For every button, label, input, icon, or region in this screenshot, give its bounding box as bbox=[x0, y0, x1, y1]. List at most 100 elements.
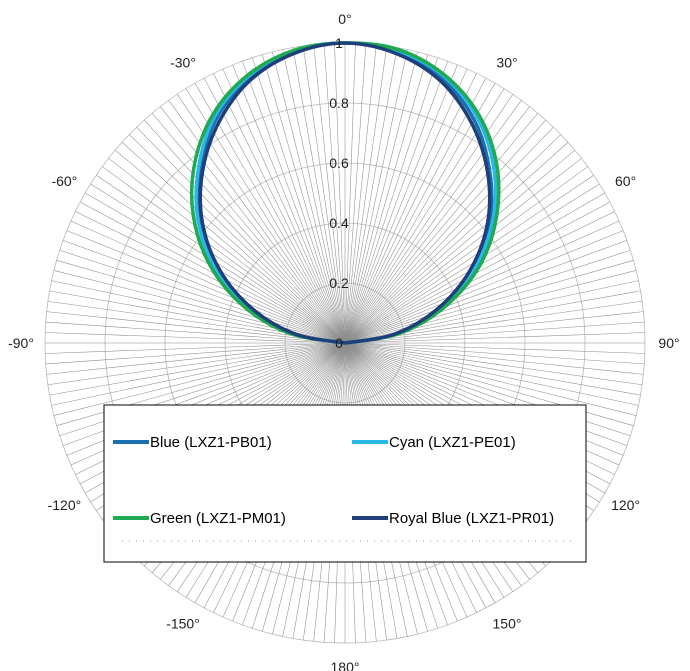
grid-spoke bbox=[282, 49, 346, 344]
grid-spoke bbox=[344, 51, 418, 344]
grid-spoke bbox=[62, 240, 346, 344]
radial-tick-label: 0 bbox=[335, 335, 343, 351]
grid-spoke bbox=[151, 113, 346, 344]
grid-spoke bbox=[344, 83, 496, 344]
grid-spoke bbox=[344, 220, 620, 344]
grid-spoke bbox=[344, 119, 546, 344]
angle-tick-label: -150° bbox=[166, 616, 200, 632]
series-group bbox=[189, 41, 501, 345]
grid-spoke bbox=[344, 47, 398, 344]
grid-spoke bbox=[213, 73, 346, 344]
grid-spoke bbox=[344, 43, 367, 344]
grid-spoke bbox=[344, 106, 530, 344]
grid-spoke bbox=[344, 342, 645, 354]
grid-spoke bbox=[344, 175, 594, 344]
grid-spoke bbox=[344, 250, 631, 344]
grid-spoke bbox=[45, 332, 346, 344]
grid-spoke bbox=[344, 342, 645, 365]
grid-spoke bbox=[344, 68, 468, 344]
angle-tick-label: 0° bbox=[338, 11, 351, 27]
grid-spoke bbox=[323, 43, 346, 344]
grid-spoke bbox=[121, 142, 346, 344]
grid-spoke bbox=[344, 54, 428, 344]
legend-item-label: Green (LXZ1-PM01) bbox=[150, 510, 286, 527]
grid-spoke bbox=[45, 342, 346, 365]
grid-spoke bbox=[344, 127, 554, 344]
grid-spoke bbox=[59, 250, 346, 344]
grid-spoke bbox=[108, 158, 346, 344]
grid-spoke bbox=[49, 342, 346, 396]
radial-tick-labels: 0 0.2 0.4 0.6 0.8 1 bbox=[329, 35, 349, 351]
grid-spoke bbox=[232, 64, 346, 344]
grid-spoke bbox=[344, 113, 539, 344]
grid-spoke bbox=[344, 149, 575, 344]
grid-spoke bbox=[136, 127, 346, 344]
grid-spoke bbox=[222, 68, 346, 344]
grid-spoke bbox=[344, 158, 582, 344]
grid-spoke bbox=[334, 43, 346, 344]
grid-spoke bbox=[56, 260, 346, 344]
grid-spoke bbox=[344, 211, 615, 344]
grid-spoke bbox=[51, 342, 346, 406]
grid-spoke bbox=[344, 57, 438, 344]
grid-spoke bbox=[344, 166, 588, 344]
angle-tick-label: 150° bbox=[493, 616, 522, 632]
radial-tick-label: 0.2 bbox=[329, 275, 349, 291]
grid-spoke bbox=[45, 321, 346, 344]
grid-spoke bbox=[344, 44, 377, 344]
grid-spoke bbox=[194, 83, 346, 344]
grid-spoke bbox=[344, 342, 644, 375]
grid-spoke bbox=[344, 134, 561, 344]
grid-spoke bbox=[344, 73, 477, 344]
grid-spoke bbox=[344, 60, 448, 344]
grid-spoke bbox=[344, 64, 458, 344]
grid-spoke bbox=[203, 77, 346, 344]
grid-spoke bbox=[75, 211, 346, 344]
grid-spoke bbox=[302, 45, 346, 344]
grid-spoke bbox=[47, 342, 346, 386]
grid-spoke bbox=[344, 332, 645, 344]
grid-spoke bbox=[344, 280, 639, 344]
grid-spoke bbox=[344, 342, 643, 386]
radial-tick-label: 0.4 bbox=[329, 215, 349, 231]
angle-tick-label: 30° bbox=[496, 54, 517, 70]
grid-spoke bbox=[252, 57, 346, 344]
grid-spoke bbox=[53, 342, 346, 416]
grid-spoke bbox=[344, 240, 628, 344]
grid-spoke bbox=[344, 142, 569, 344]
radial-tick-label: 1 bbox=[335, 35, 343, 51]
grid-spoke bbox=[96, 175, 346, 344]
grid-spoke bbox=[160, 106, 346, 344]
series-line-royal-3 bbox=[198, 41, 492, 345]
angle-tick-label: -90° bbox=[8, 335, 34, 351]
grid-spoke bbox=[344, 342, 639, 406]
grid-spoke bbox=[102, 166, 346, 344]
grid-spoke bbox=[344, 311, 644, 344]
grid-spoke bbox=[344, 321, 645, 344]
grid-spoke bbox=[45, 342, 346, 354]
grid-spoke bbox=[344, 77, 487, 344]
grid-spoke bbox=[272, 51, 346, 344]
grid-spoke bbox=[53, 270, 346, 344]
grid-spoke bbox=[292, 47, 346, 344]
grid-spoke bbox=[344, 49, 408, 344]
grid-spoke bbox=[66, 230, 346, 344]
angle-tick-label: -120° bbox=[48, 497, 82, 513]
angle-tick-label: -30° bbox=[170, 54, 196, 70]
grid-spoke bbox=[242, 60, 346, 344]
grid-spoke bbox=[46, 342, 346, 375]
grid-spoke bbox=[129, 134, 346, 344]
grid-spoke bbox=[51, 280, 346, 344]
grid-spoke bbox=[344, 342, 641, 396]
legend-item-label: Cyan (LXZ1-PE01) bbox=[389, 434, 516, 451]
angle-tick-label: 120° bbox=[611, 497, 640, 513]
legend-item-label: Blue (LXZ1-PB01) bbox=[150, 434, 272, 451]
angle-tick-label: -60° bbox=[51, 173, 77, 189]
angle-tick-label: 180° bbox=[331, 659, 360, 671]
grid-spoke bbox=[344, 43, 356, 344]
grid-spoke bbox=[144, 119, 346, 344]
angle-tick-labels: 0° 30° 60° 90° 120° 150° 180° -150° -120° -90° -60… bbox=[8, 11, 680, 671]
grid-spoke bbox=[262, 54, 346, 344]
grid-spoke bbox=[313, 44, 346, 344]
